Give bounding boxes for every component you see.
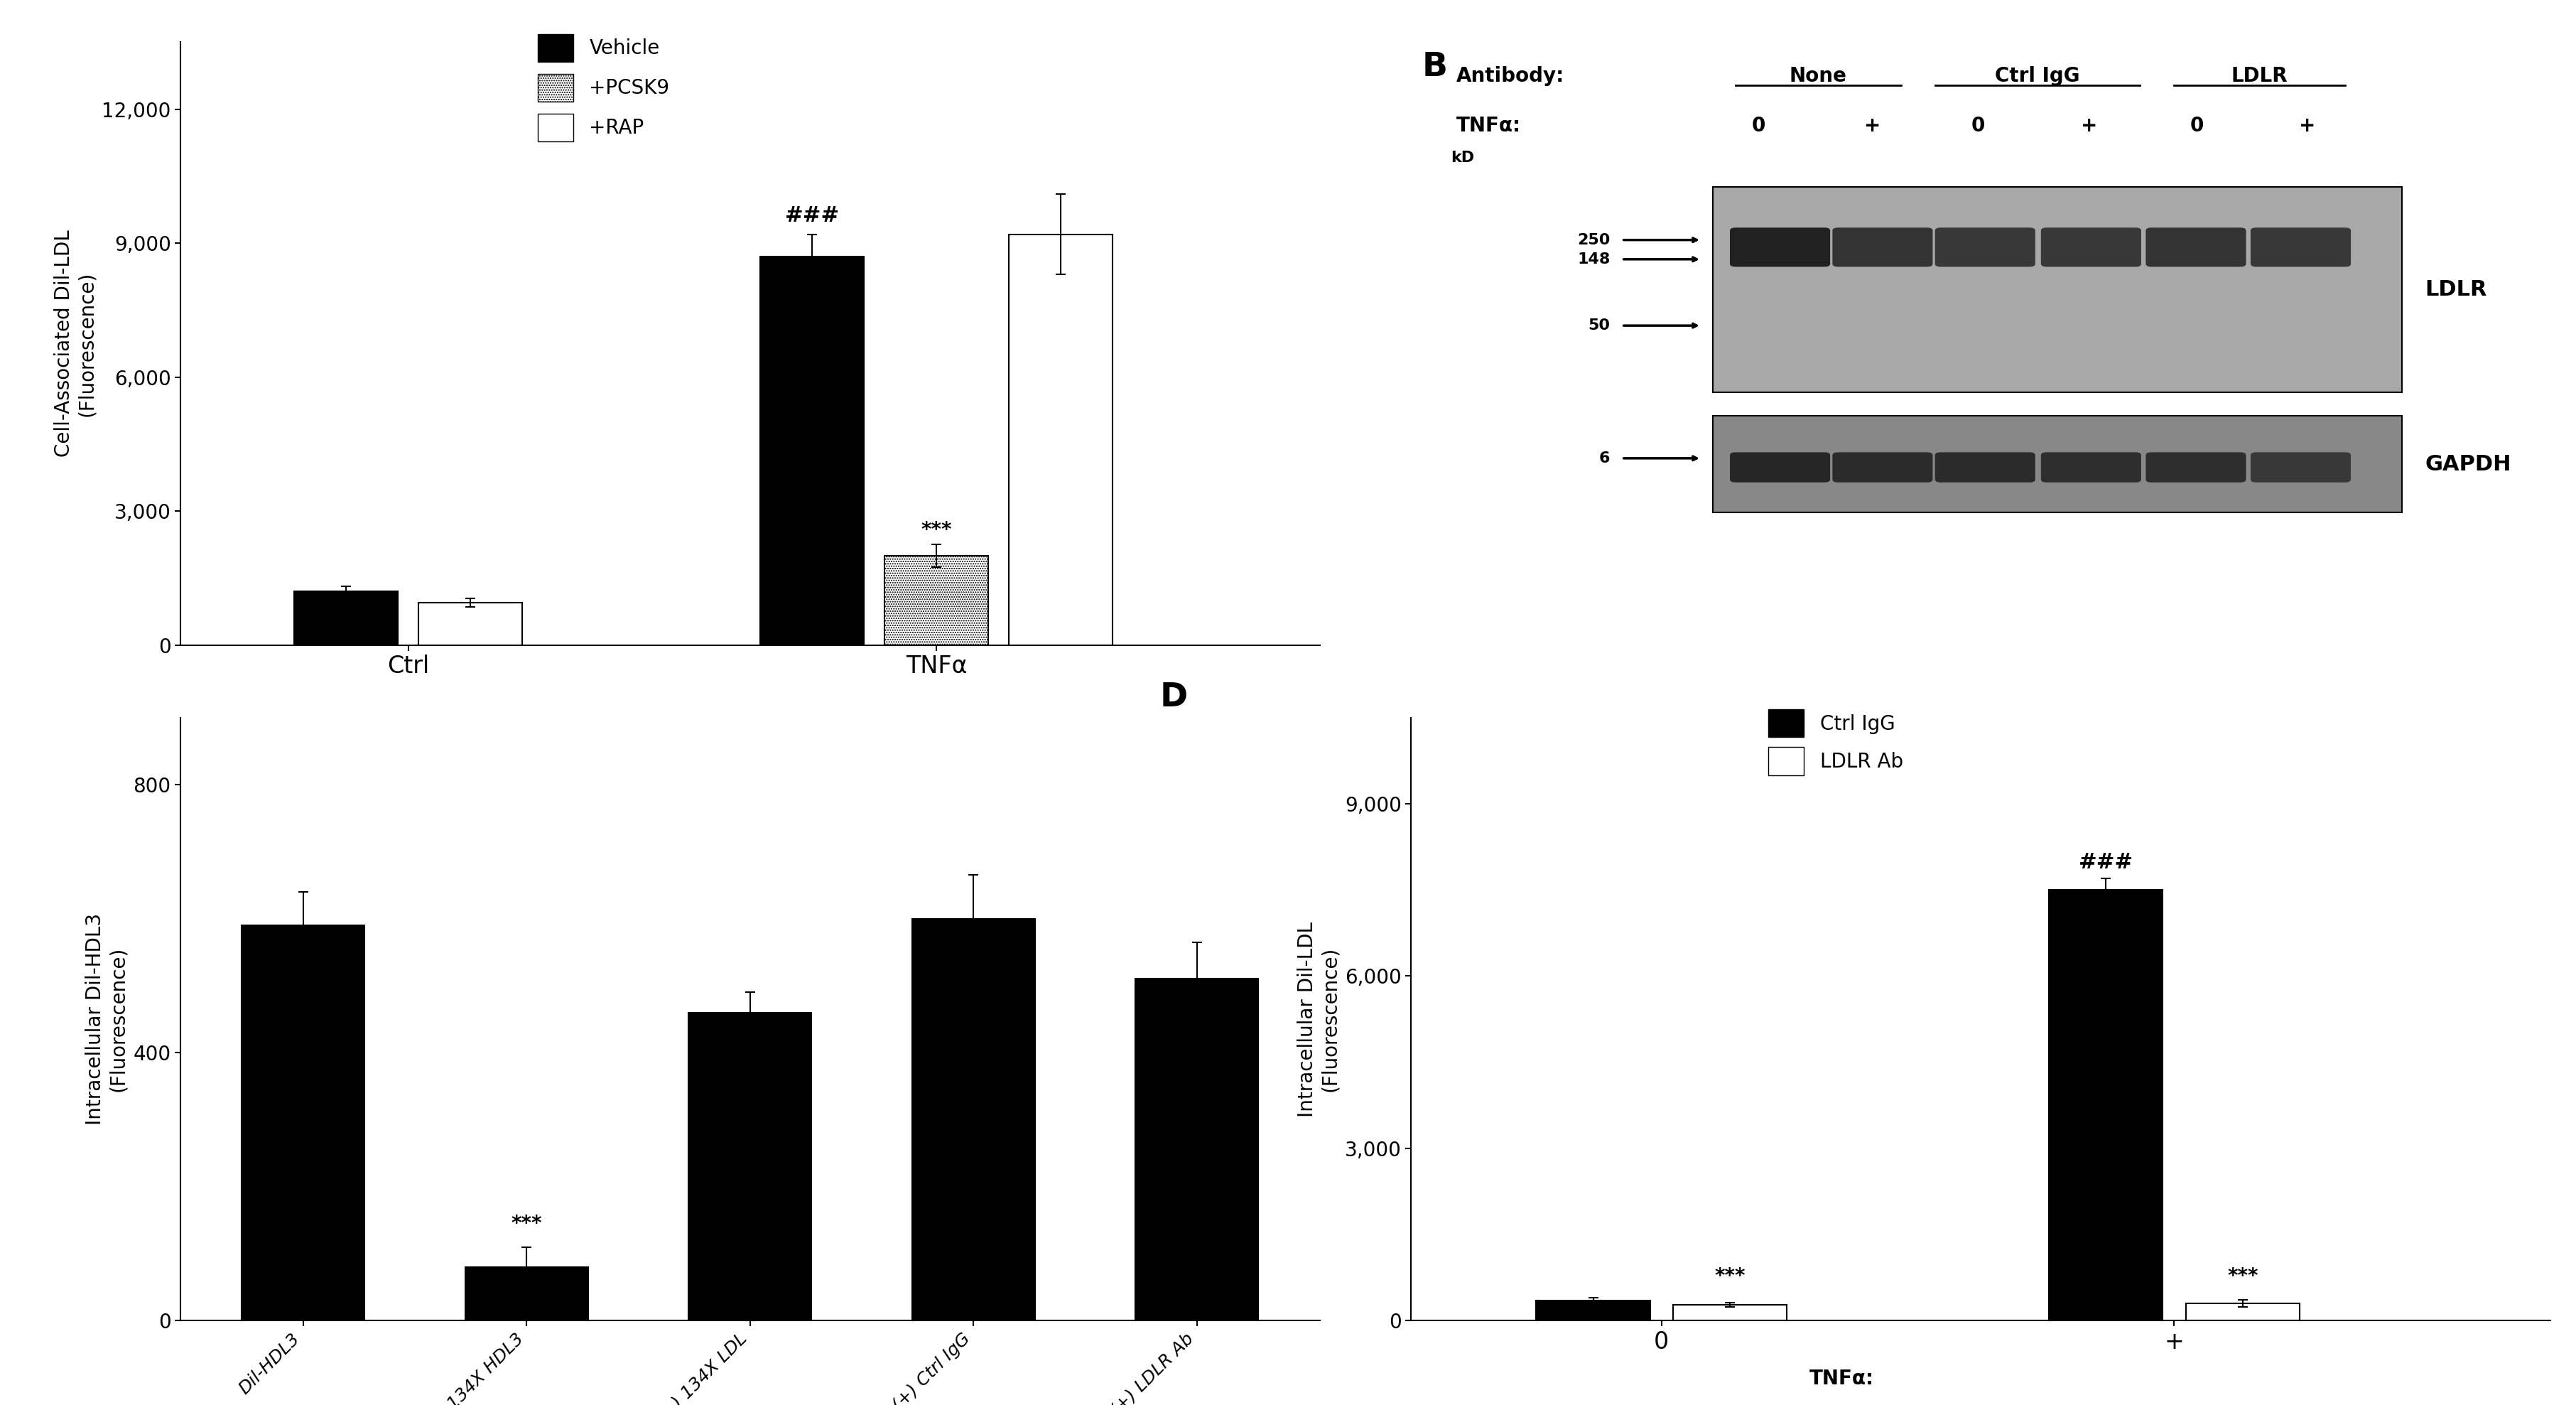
Bar (2184, 1304, 2300, 1321)
Bar (1713, 187, 2401, 392)
Text: +: + (1865, 115, 1880, 136)
Bar (242, 926, 366, 1321)
Text: None: None (1788, 66, 1847, 86)
Text: TNFα:: TNFα: (1455, 115, 1522, 136)
Bar (1672, 1305, 1788, 1321)
FancyBboxPatch shape (2040, 452, 2141, 482)
Bar (760, 257, 863, 645)
Bar (1535, 1301, 1651, 1321)
Text: ***: *** (1716, 1266, 1747, 1286)
Legend: Vehicle, +PCSK9, +RAP: Vehicle, +PCSK9, +RAP (533, 28, 675, 148)
Text: D: D (1159, 681, 1188, 714)
Text: +: + (2300, 115, 2316, 136)
FancyBboxPatch shape (1935, 452, 2035, 482)
FancyBboxPatch shape (2146, 228, 2246, 267)
Bar (294, 592, 397, 645)
Bar (688, 1013, 811, 1321)
Text: 0: 0 (1752, 115, 1765, 136)
FancyBboxPatch shape (1832, 452, 1932, 482)
Y-axis label: Intracellular Dil-LDL
(Fluorescence): Intracellular Dil-LDL (Fluorescence) (1296, 922, 1340, 1117)
Legend: Ctrl IgG, LDLR Ab: Ctrl IgG, LDLR Ab (1762, 704, 1909, 781)
Bar (912, 919, 1036, 1321)
Text: ###: ### (786, 205, 840, 226)
Text: 0: 0 (1971, 115, 1986, 136)
Text: Antibody:: Antibody: (1455, 66, 1564, 86)
FancyBboxPatch shape (2040, 228, 2141, 267)
Bar (466, 1267, 587, 1321)
Text: ***: *** (922, 520, 953, 541)
FancyBboxPatch shape (1731, 228, 1829, 267)
FancyBboxPatch shape (2251, 452, 2352, 482)
Bar (884, 556, 989, 645)
Bar (1136, 979, 1257, 1321)
Text: ###: ### (2079, 851, 2133, 873)
Y-axis label: Intracellular Dil-HDL3
(Fluorescence): Intracellular Dil-HDL3 (Fluorescence) (85, 913, 129, 1125)
Text: LDLR: LDLR (2231, 66, 2287, 86)
FancyBboxPatch shape (1935, 228, 2035, 267)
Text: 50: 50 (1589, 319, 1610, 333)
Text: LDLR: LDLR (2424, 280, 2486, 299)
Bar (1713, 416, 2401, 513)
Text: ***: *** (510, 1214, 541, 1234)
Text: TNFα:: TNFα: (1808, 1368, 1875, 1390)
Text: GAPDH: GAPDH (2424, 454, 2512, 475)
FancyBboxPatch shape (1832, 228, 1932, 267)
Text: 148: 148 (1577, 251, 1610, 267)
Text: B: B (1422, 51, 1448, 83)
Bar (417, 603, 523, 645)
Text: kD: kD (1450, 150, 1473, 164)
Text: 250: 250 (1577, 233, 1610, 247)
Text: Ctrl IgG: Ctrl IgG (1994, 66, 2079, 86)
Text: 6: 6 (1600, 451, 1610, 465)
Bar (1010, 235, 1113, 645)
Y-axis label: Cell-Associated Dil-LDL
(Fluorescence): Cell-Associated Dil-LDL (Fluorescence) (54, 230, 98, 457)
Bar (2048, 889, 2164, 1321)
Text: ***: *** (2228, 1266, 2259, 1286)
Text: 0: 0 (2190, 115, 2205, 136)
FancyBboxPatch shape (2146, 452, 2246, 482)
FancyBboxPatch shape (2251, 228, 2352, 267)
Text: +: + (2081, 115, 2097, 136)
FancyBboxPatch shape (1731, 452, 1829, 482)
